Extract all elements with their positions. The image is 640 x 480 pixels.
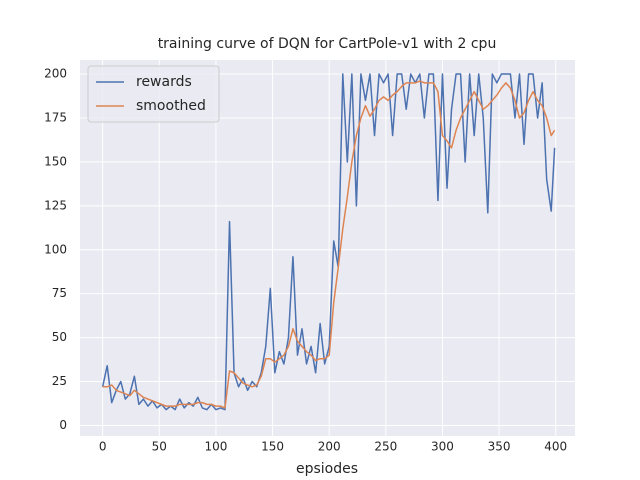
y-tick-label: 75 — [52, 286, 67, 300]
y-tick-label: 50 — [52, 330, 67, 344]
plot-area — [80, 60, 575, 436]
x-tick-label: 100 — [204, 440, 227, 454]
legend-box — [87, 65, 220, 123]
y-tick-label: 0 — [59, 418, 67, 432]
y-tick-label: 25 — [52, 374, 67, 388]
y-tick-label: 100 — [44, 242, 67, 256]
x-tick-label: 250 — [374, 440, 397, 454]
series-line — [101, 73, 556, 411]
x-axis-label: epsiodes — [296, 461, 358, 477]
x-tick-label: 50 — [152, 440, 167, 454]
x-tick-label: 200 — [318, 440, 341, 454]
series-line — [102, 80, 556, 409]
chart-title: training curve of DQN for CartPole-v1 wi… — [158, 36, 497, 52]
legend-label: rewards — [136, 74, 192, 90]
x-tick-label: 150 — [261, 440, 284, 454]
y-tick-label: 150 — [44, 154, 67, 168]
x-tick-label: 0 — [99, 440, 107, 454]
x-tick-label: 400 — [544, 440, 567, 454]
x-tick-label: 350 — [488, 440, 511, 454]
legend: rewards smoothed — [87, 65, 220, 123]
y-tick-label: 125 — [44, 198, 67, 212]
x-tick-label: 300 — [431, 440, 454, 454]
y-tick-label: 175 — [44, 110, 67, 124]
y-tick-label: 200 — [44, 67, 67, 81]
legend-label: smoothed — [136, 98, 206, 114]
